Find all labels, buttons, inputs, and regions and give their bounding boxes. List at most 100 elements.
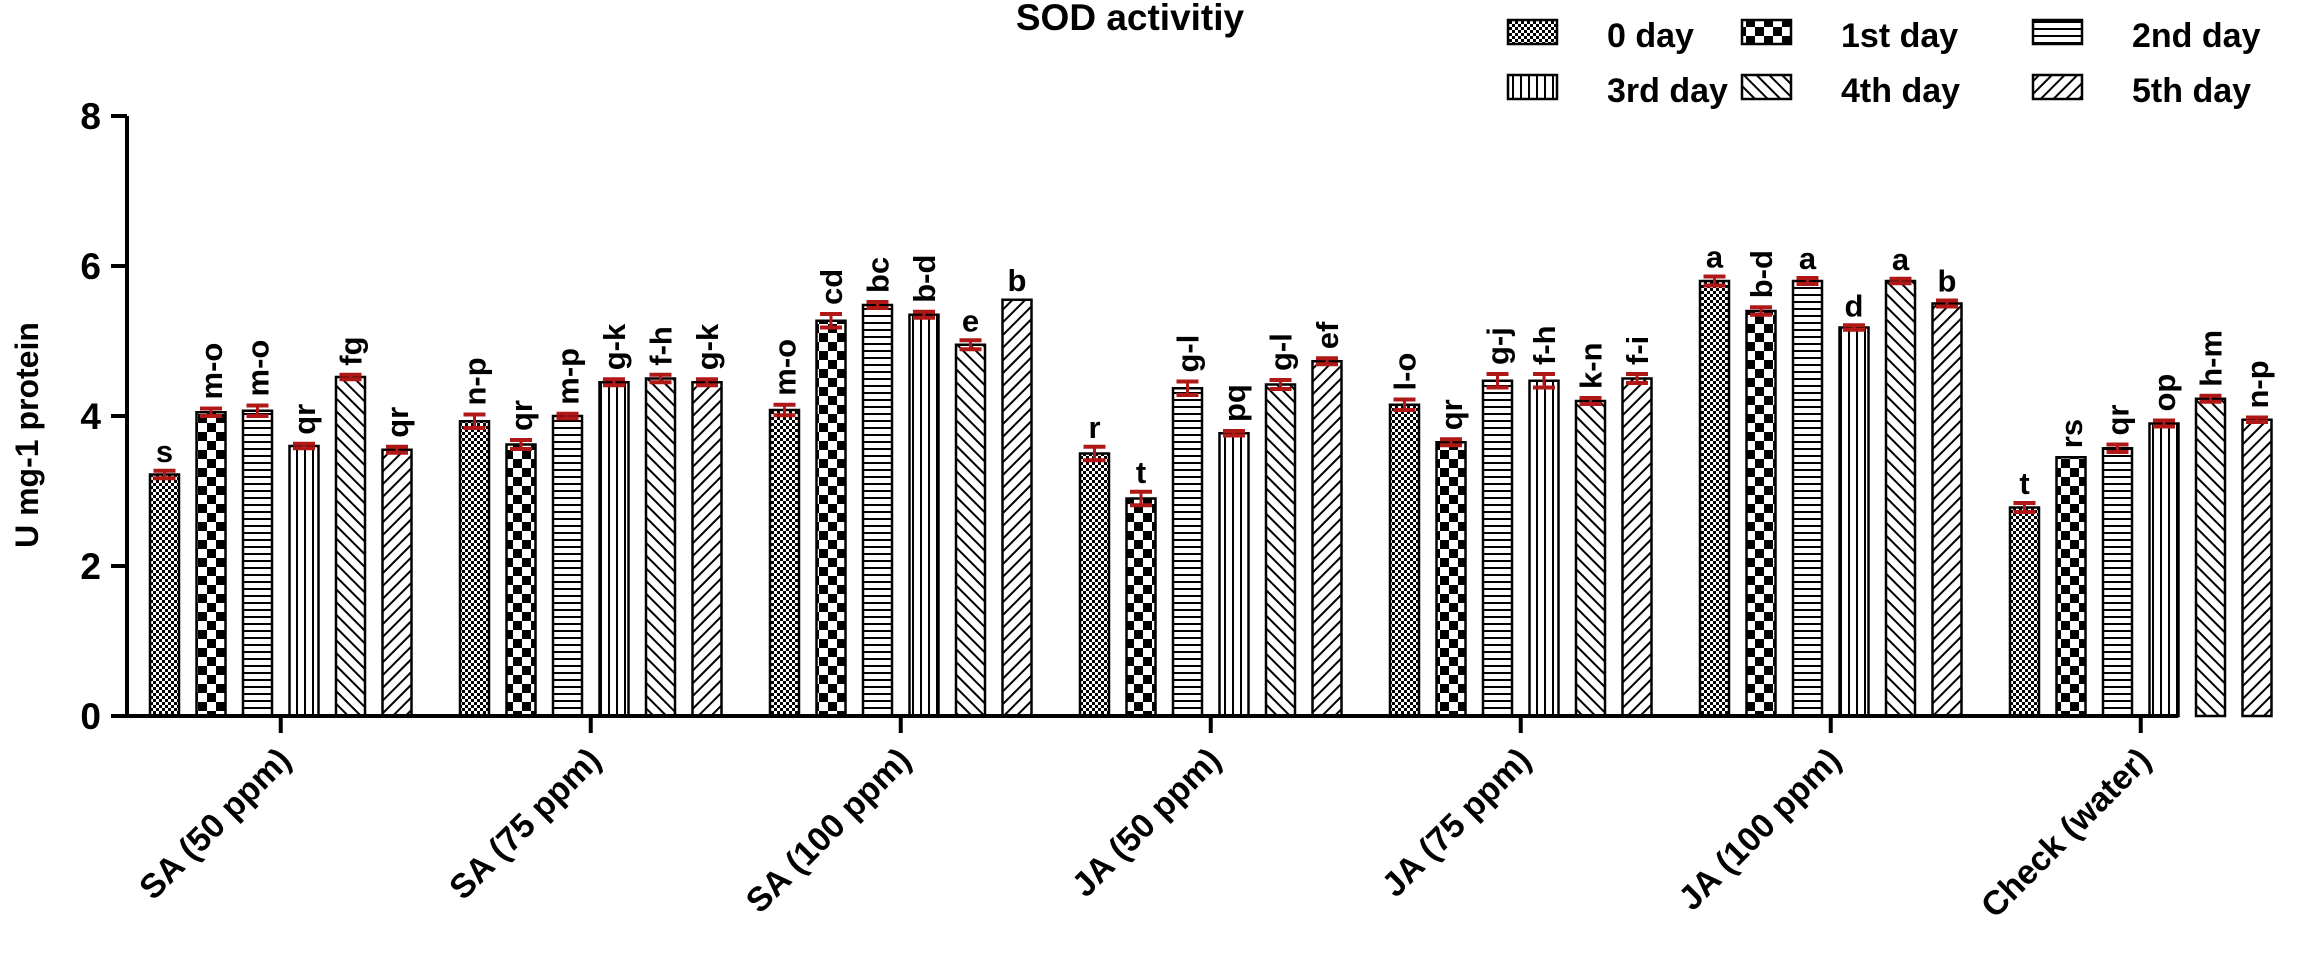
bar-hlines-4 [1481, 379, 1514, 718]
significance-letter: g-l [1171, 335, 1206, 373]
bar-hlines-2 [861, 303, 894, 718]
significance-letter: s [156, 434, 173, 469]
bar-checker-1 [505, 443, 537, 718]
legend-label: 5th day [2132, 72, 2251, 110]
x-tick-label: JA (50 ppm) [1065, 741, 1229, 905]
bar-vlines-6 [2148, 422, 2180, 718]
bar-checker-4 [1435, 441, 1467, 718]
bar-diag-6 [2194, 397, 2227, 718]
bar-antidiag-1 [691, 381, 723, 718]
significance-letter: a [1799, 241, 1817, 276]
bar-checker-0 [195, 411, 227, 718]
bar-vlines-5 [1838, 326, 1870, 718]
significance-letter: pq [1217, 384, 1252, 422]
significance-letter: rs [2054, 419, 2089, 448]
bar-antidiag-5 [1931, 302, 1963, 718]
y-axis-label: U mg-1 protein [9, 322, 45, 548]
bar-hlines-0 [241, 409, 274, 718]
x-tick-label: JA (75 ppm) [1375, 741, 1539, 905]
significance-letter: t [2019, 466, 2029, 501]
bar-diag-4 [1574, 399, 1607, 718]
significance-letter: g-k [690, 323, 725, 370]
significance-letter: f-h [644, 326, 679, 366]
bar-hlines-6 [2101, 447, 2134, 718]
significance-letter: g-l [1264, 333, 1299, 371]
bar-checker-2 [815, 319, 847, 718]
significance-letter: b [1008, 263, 1027, 298]
significance-letter: r [1088, 410, 1100, 445]
significance-letter: t [1136, 455, 1146, 490]
significance-letter: g-j [1481, 327, 1516, 365]
bar-antidiag-2 [1001, 298, 1033, 718]
significance-letter: a [1892, 242, 1910, 277]
significance-letter: g-k [597, 323, 632, 370]
bar-vlines-3 [1218, 432, 1250, 718]
bar-dots-6 [2008, 506, 2041, 718]
bar-antidiag-0 [381, 448, 413, 718]
x-tick-label: SA (75 ppm) [442, 741, 608, 907]
legend-swatch-checker [1740, 18, 1793, 46]
significance-letter: b-d [1744, 250, 1779, 298]
bar-checker-6 [2055, 456, 2087, 718]
bar-dots-2 [768, 408, 801, 718]
significance-letter: b-d [907, 255, 942, 303]
significance-letter: d [1845, 288, 1864, 323]
bar-vlines-0 [288, 444, 320, 718]
y-tick-label: 6 [80, 246, 101, 287]
bar-diag-2 [954, 343, 987, 718]
significance-letter: op [2147, 374, 2182, 412]
bar-vlines-4 [1528, 379, 1560, 718]
legend-swatch-antidiag [2031, 73, 2084, 101]
significance-letter: m-o [194, 343, 229, 400]
significance-letter: qr [2101, 405, 2136, 436]
significance-letter: k-n [1574, 343, 1609, 390]
bar-antidiag-3 [1311, 360, 1343, 718]
significance-letter: bc [861, 257, 896, 293]
significance-letter: ef [1310, 321, 1345, 349]
bar-diag-0 [334, 375, 367, 718]
bar-hlines-5 [1791, 279, 1824, 718]
bars-layer: s m-o m-o qr fg qr n-p qr m-p g-k f-h g-k m-o cd bc b-d… [148, 240, 2275, 718]
legend-label: 1st day [1841, 17, 1958, 55]
significance-letter: m-o [241, 340, 276, 397]
significance-letter: qr [380, 407, 415, 438]
significance-letter: h-m [2194, 330, 2229, 387]
chart-title: SOD activitiy [1016, 0, 1245, 38]
significance-letter: a [1706, 240, 1724, 275]
bar-antidiag-6 [2241, 418, 2273, 718]
significance-letter: cd [814, 269, 849, 305]
x-tick-label: SA (100 ppm) [739, 741, 919, 921]
bar-checker-3 [1125, 497, 1157, 718]
bar-hlines-1 [551, 414, 584, 718]
legend-swatch-vlines [1506, 73, 1559, 101]
bar-dots-5 [1698, 279, 1731, 718]
significance-letter: m-p [551, 348, 586, 405]
legend-label: 2nd day [2132, 17, 2261, 55]
bar-diag-5 [1884, 279, 1917, 718]
bar-diag-1 [644, 377, 677, 718]
bar-hlines-3 [1171, 387, 1204, 718]
legend-label: 4th day [1841, 72, 1960, 110]
legend-swatch-dots [1506, 18, 1559, 46]
bar-dots-4 [1388, 403, 1421, 718]
significance-letter: f-h [1527, 325, 1562, 365]
x-tick-label: Check (water) [1974, 741, 2159, 926]
x-tick-label: JA (100 ppm) [1671, 741, 1848, 918]
bar-vlines-2 [908, 313, 940, 718]
y-tick-label: 2 [80, 546, 101, 587]
significance-letter: qr [1434, 399, 1469, 430]
y-tick-label: 4 [80, 396, 101, 437]
legend-swatch-hlines [2031, 18, 2084, 46]
significance-letter: qr [287, 404, 322, 435]
significance-letter: e [962, 303, 979, 338]
significance-letter: qr [504, 400, 539, 431]
x-tick-label: SA (50 ppm) [132, 741, 298, 907]
significance-letter: m-o [768, 339, 803, 396]
bar-dots-3 [1078, 452, 1111, 718]
y-tick-label: 8 [80, 96, 101, 137]
legend-label: 0 day [1607, 17, 1694, 55]
significance-letter: fg [334, 336, 369, 365]
legend-label: 3rd day [1607, 72, 1728, 110]
legend-swatch-diag [1740, 73, 1793, 101]
